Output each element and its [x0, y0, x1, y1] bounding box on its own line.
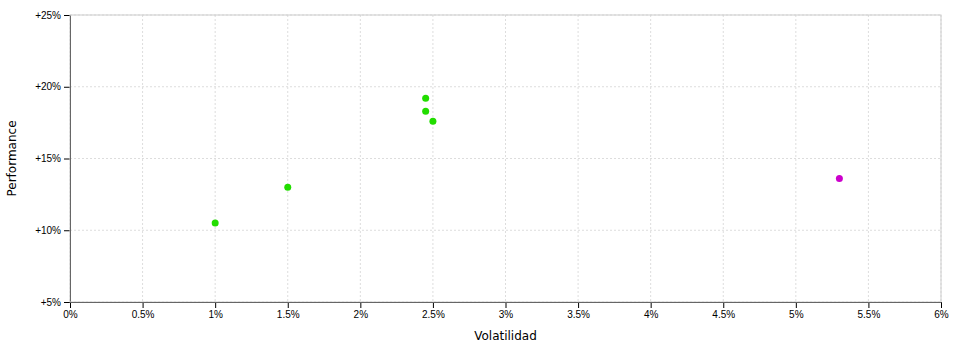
x-tick: 1%: [208, 302, 223, 320]
x-tick-label: 3.5%: [567, 309, 590, 320]
plot: 0% 0.5% 1% 1.5% 2% 2.5% 3% 3.5% 4% 4.5% 5% 5.5% 6% +5…: [35, 10, 949, 320]
x-tick-mark: [215, 302, 216, 308]
point: [422, 108, 429, 115]
x-tick-mark: [506, 302, 507, 308]
y-tick-label: +25%: [35, 10, 61, 21]
series-1: [836, 175, 843, 182]
x-tick-mark: [723, 302, 724, 308]
x-axis-title: Volatilidad: [474, 329, 537, 343]
x-tick: 0.5%: [132, 302, 155, 320]
point: [212, 220, 219, 227]
x-tick-mark: [796, 302, 797, 308]
x-tick: 4.5%: [712, 302, 735, 320]
y-tick-mark: [64, 302, 70, 303]
x-tick-mark: [651, 302, 652, 308]
plot-frame: [70, 15, 941, 302]
x-tick: 1.5%: [277, 302, 300, 320]
x-tick: 0%: [63, 302, 78, 320]
x-tick-label: 5%: [789, 309, 804, 320]
x-tick-label: 0%: [63, 309, 78, 320]
point: [429, 118, 436, 125]
x-tick-mark: [433, 302, 434, 308]
x-tick: 4%: [644, 302, 659, 320]
chart: 0% 0.5% 1% 1.5% 2% 2.5% 3% 3.5% 4% 4.5% 5% 5.5% 6% +5…: [0, 0, 966, 350]
x-tick: 2%: [354, 302, 369, 320]
grid-line-x: [505, 15, 506, 302]
x-tick: 6%: [934, 302, 949, 320]
x-tick: 5%: [789, 302, 804, 320]
x-tick-label: 5.5%: [858, 309, 881, 320]
y-tick: +15%: [35, 153, 70, 164]
x-tick-label: 3%: [499, 309, 514, 320]
x-tick-label: 1.5%: [277, 309, 300, 320]
x-tick-label: 1%: [208, 309, 223, 320]
grid-line-x: [432, 15, 433, 302]
x-tick: 3.5%: [567, 302, 590, 320]
y-tick-label: +5%: [41, 297, 61, 308]
x-tick: 5.5%: [858, 302, 881, 320]
x-tick: 2.5%: [422, 302, 445, 320]
y-tick-label: +15%: [35, 153, 61, 164]
y-axis-title: Performance: [5, 120, 19, 196]
y-tick: +10%: [35, 225, 70, 236]
point: [836, 175, 843, 182]
x-tick-mark: [143, 302, 144, 308]
grid-line-y: [70, 86, 941, 87]
series-0: [212, 95, 437, 227]
y-tick: +20%: [35, 81, 70, 92]
x-tick-mark: [360, 302, 361, 308]
x-tick-label: 4.5%: [712, 309, 735, 320]
y-tick-mark: [64, 15, 70, 16]
y-tick-label: +20%: [35, 81, 61, 92]
x-tick: 3%: [499, 302, 514, 320]
grid: [70, 15, 941, 302]
marks: [212, 95, 843, 227]
grid-line-x: [868, 15, 869, 302]
x-tick-mark: [288, 302, 289, 308]
y-tick: +5%: [41, 297, 70, 308]
y-axis: +5% +10% +15% +20% +25%: [35, 10, 70, 308]
x-tick-mark: [578, 302, 579, 308]
y-tick-mark: [64, 87, 70, 88]
x-axis: 0% 0.5% 1% 1.5% 2% 2.5% 3% 3.5% 4% 4.5% 5% 5.5% 6%: [63, 302, 949, 320]
y-tick-mark: [64, 230, 70, 231]
y-tick-mark: [64, 159, 70, 160]
y-tick: +25%: [35, 10, 70, 21]
point: [422, 95, 429, 102]
x-tick-label: 2%: [354, 309, 369, 320]
x-tick-label: 2.5%: [422, 309, 445, 320]
x-tick-label: 6%: [934, 309, 949, 320]
x-tick-mark: [941, 302, 942, 308]
x-tick-mark: [868, 302, 869, 308]
x-tick-label: 4%: [644, 309, 659, 320]
point: [284, 184, 291, 191]
y-tick-label: +10%: [35, 225, 61, 236]
grid-line-y: [70, 230, 941, 231]
x-axis-line: [71, 303, 942, 309]
grid-line-y: [70, 158, 941, 159]
x-tick-label: 0.5%: [132, 309, 155, 320]
